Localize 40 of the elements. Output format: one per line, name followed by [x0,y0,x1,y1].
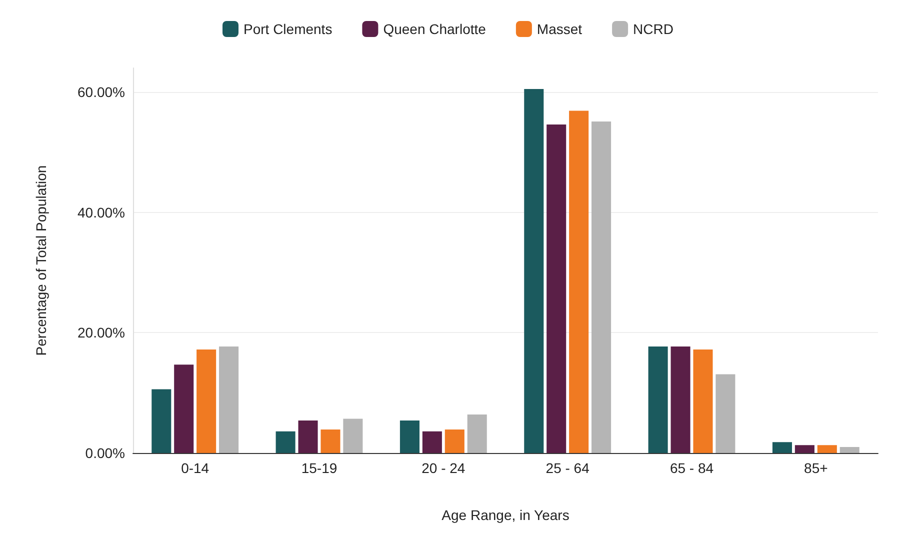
legend-label: Queen Charlotte [383,21,486,37]
x-tick-label: 15-19 [301,460,338,476]
bar [298,420,318,453]
bar [196,350,216,453]
legend-label: NCRD [633,21,674,37]
y-tick-label: 60.00% [78,84,125,100]
bar [320,430,340,453]
bar [794,445,814,453]
y-tick-label: 0.00% [85,445,125,461]
bar [693,350,713,453]
bar [569,110,589,453]
legend-label: Port Clements [244,21,332,37]
bar [343,418,363,453]
legend-label: Masset [536,21,582,37]
bar [219,346,239,453]
bar [817,445,837,453]
bar [840,446,860,453]
bar [670,346,690,453]
x-tick-label: 25 - 64 [546,460,590,476]
y-tick-label: 40.00% [78,204,125,220]
bar [444,430,464,453]
x-tick-label: 0-14 [181,460,210,476]
y-axis-title: Percentage of Total Population [33,165,49,356]
bar [276,431,296,453]
bar [648,346,668,453]
bar [152,389,172,453]
bar [174,364,194,453]
bar [592,122,612,453]
bar [716,374,736,453]
x-tick-label: 85+ [804,460,828,476]
bar [772,442,792,453]
bar [400,420,420,453]
x-tick-label: 65 - 84 [670,460,714,476]
x-tick-label: 20 - 24 [422,460,466,476]
bar [422,431,442,453]
bar [524,89,544,453]
x-axis-title: Age Range, in Years [442,507,570,523]
bar [467,414,487,453]
y-tick-label: 20.00% [78,324,125,341]
bar [546,124,566,453]
